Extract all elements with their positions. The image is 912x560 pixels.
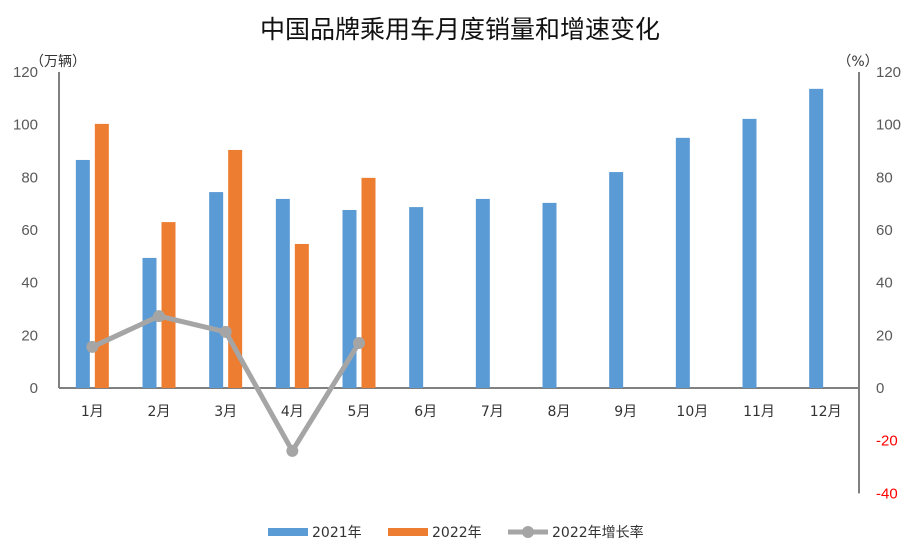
right-tick-label: 120 (876, 64, 901, 81)
right-tick-label: 20 (876, 327, 893, 344)
legend-swatch (388, 528, 428, 536)
left-tick-label: 0 (30, 380, 38, 397)
bar-2022 (361, 177, 376, 388)
bar-2022 (94, 123, 109, 389)
growth-rate-point (86, 340, 99, 353)
right-tick-label: 0 (876, 380, 884, 397)
left-tick-label: 40 (21, 275, 38, 292)
bar-2021 (609, 172, 624, 388)
category-label: 4月 (281, 404, 304, 420)
right-tick-label: -20 (876, 433, 898, 450)
right-axis-unit: （%） (837, 54, 878, 70)
bar-2022 (294, 243, 309, 388)
legend-label: 2021年 (312, 525, 362, 541)
bar-2021 (75, 159, 90, 388)
category-label: 3月 (214, 404, 237, 420)
category-label: 10月 (676, 404, 708, 420)
left-tick-label: 120 (13, 64, 38, 81)
legend-marker (522, 526, 534, 538)
bar-2021 (475, 198, 490, 388)
category-label: 11月 (743, 404, 775, 420)
chart-title: 中国品牌乘用车月度销量和增速变化 (260, 15, 660, 44)
right-tick-label: 60 (876, 222, 893, 239)
growth-rate-point (353, 336, 365, 349)
category-label: 2月 (148, 404, 171, 420)
bar-2021 (675, 137, 690, 388)
left-axis-unit: （万辆） (30, 54, 86, 70)
growth-rate-point (219, 325, 232, 338)
category-label: 1月 (81, 404, 104, 420)
bar-2021 (409, 207, 424, 388)
growth-rate-point (153, 310, 165, 323)
left-tick-label: 100 (13, 117, 38, 134)
right-tick-label: -40 (876, 485, 898, 502)
legend-label: 2022年 (432, 525, 482, 541)
right-tick-label: 80 (876, 169, 893, 186)
legend-swatch (268, 528, 308, 536)
category-label: 12月 (810, 404, 842, 420)
left-tick-label: 20 (21, 327, 38, 344)
category-label: 6月 (414, 404, 437, 420)
bar-2022 (161, 222, 176, 388)
category-label: 9月 (614, 404, 637, 420)
bar-2022 (228, 149, 243, 388)
category-label: 8月 (548, 404, 571, 420)
left-tick-label: 80 (21, 169, 38, 186)
legend-label: 2022年增长率 (552, 524, 644, 541)
bar-2021 (542, 202, 557, 388)
bar-2021 (342, 209, 357, 388)
category-label: 7月 (481, 404, 504, 420)
right-tick-label: 40 (876, 275, 893, 292)
growth-rate-point (286, 444, 299, 457)
bar-2021 (275, 198, 290, 388)
left-tick-label: 60 (21, 222, 38, 239)
bar-2021 (209, 192, 224, 388)
bar-2021 (742, 118, 757, 388)
right-tick-label: 100 (876, 117, 901, 134)
category-label: 5月 (348, 404, 371, 420)
bar-2021 (809, 88, 824, 388)
